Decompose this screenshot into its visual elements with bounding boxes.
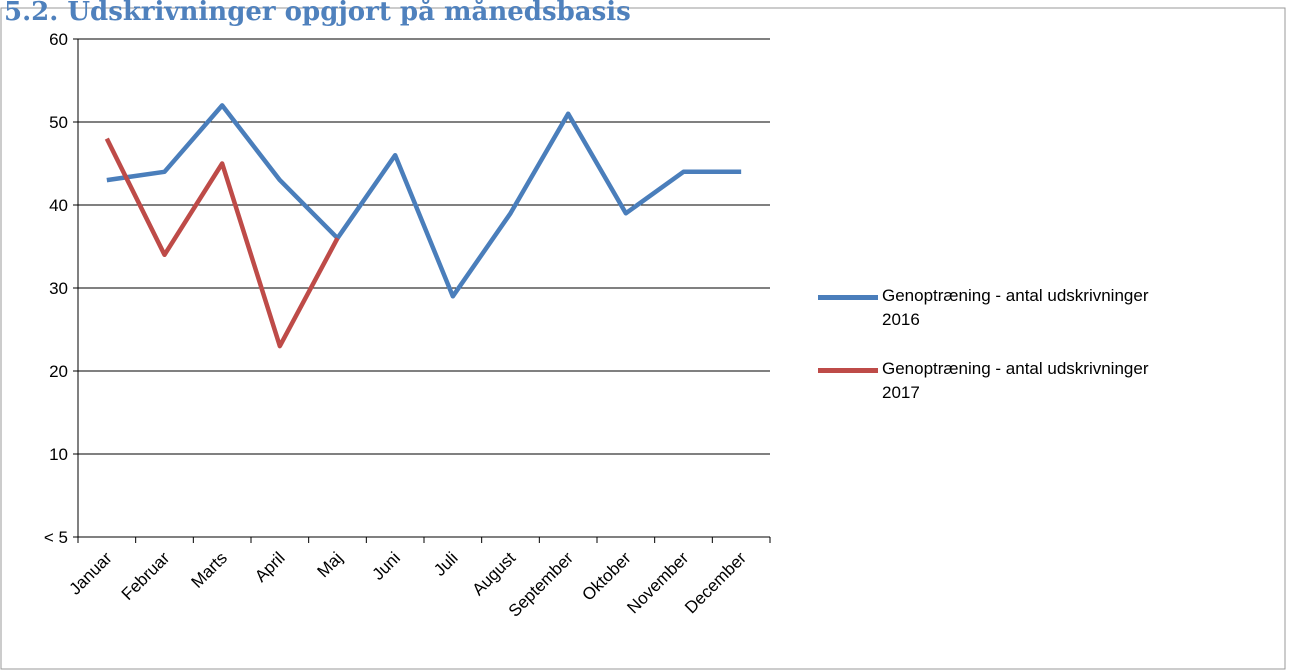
legend-swatch [818,295,878,300]
x-tick-label: Marts [188,548,231,591]
x-tick-label: Februar [118,548,174,604]
x-tick-label: April [251,548,288,585]
x-tick-label: Juni [369,548,404,583]
y-tick-label: 40 [49,196,68,215]
frame [0,7,1286,670]
x-tick-label: August [468,548,519,599]
legend-item: Genoptræning - antal udskrivninger 2017 [818,357,1238,405]
x-tick-label: Oktober [578,548,634,604]
legend-label: Genoptræning - antal udskrivninger 2017 [882,359,1149,402]
x-tick-label: Maj [314,548,347,581]
legend-item: Genoptræning - antal udskrivninger 2016 [818,284,1238,332]
x-tick-label: December [681,548,750,617]
y-tick-label: 50 [49,113,68,132]
y-tick-label: 10 [49,445,68,464]
legend-swatch [818,368,878,373]
series-line [104,137,340,349]
legend: Genoptræning - antal udskrivninger 2016 G… [818,284,1238,430]
y-tick-label: 20 [49,362,68,381]
y-tick-label: 30 [49,279,68,298]
series-line [106,103,742,299]
chart-title: 5.2. Udskrivninger opgjort på månedsbasi… [4,0,631,27]
x-tick-label: November [623,548,692,617]
y-tick-label: < 5 [44,528,68,547]
legend-label: Genoptræning - antal udskrivninger 2016 [882,286,1149,329]
y-tick-label: 60 [49,30,68,49]
x-tick-label: Juli [430,548,461,579]
x-tick-label: Januar [65,548,115,598]
